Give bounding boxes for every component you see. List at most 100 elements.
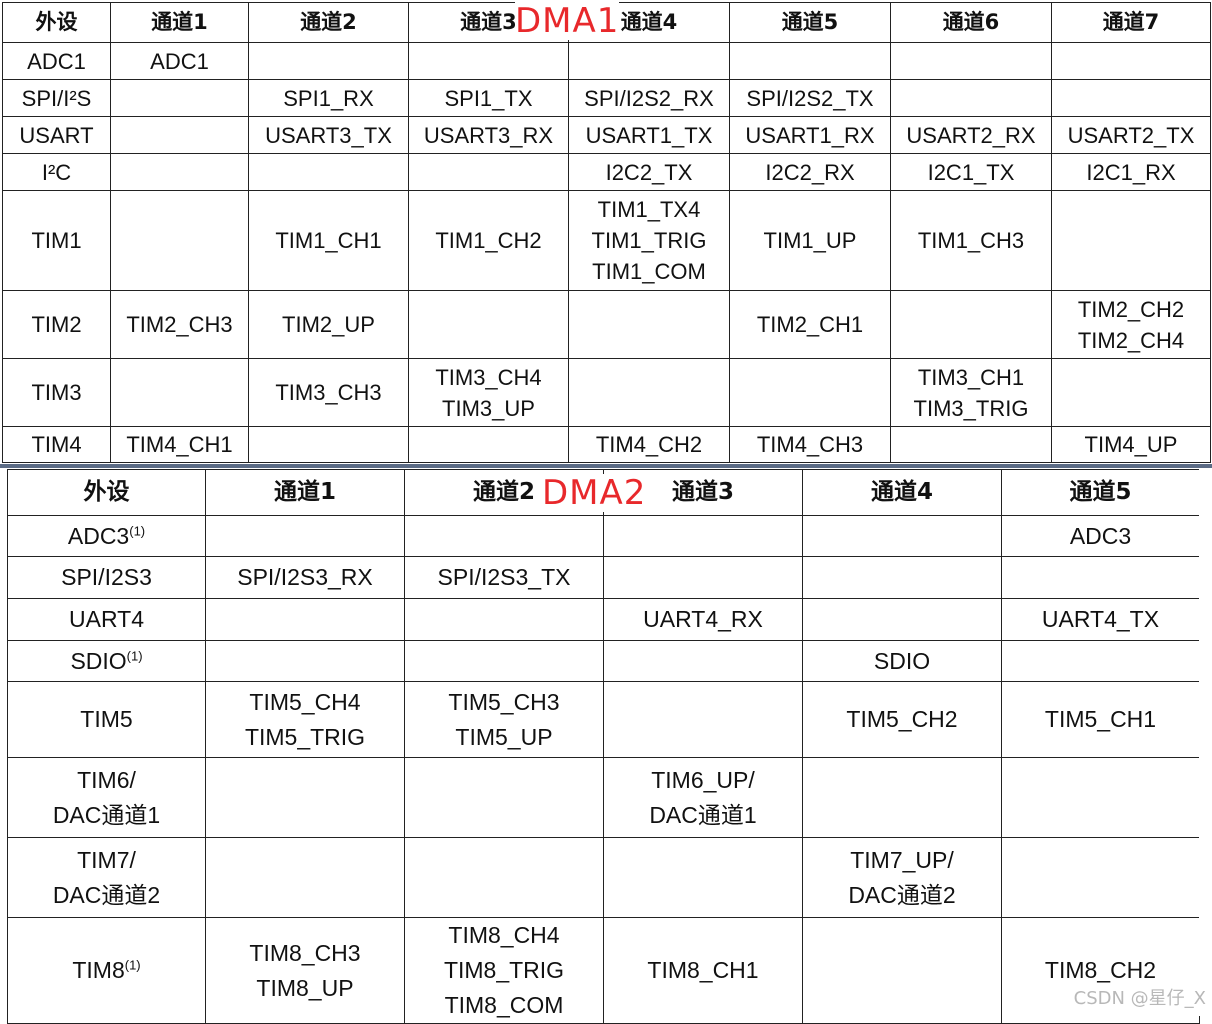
dma-request-label: TIM8_CH1 (647, 957, 759, 983)
dma-request-label: TIM5_CH3 (448, 688, 560, 715)
peripheral-cell: TIM1 (2, 190, 111, 291)
dma-request-label: SPI/I2S3_RX (237, 564, 373, 590)
channel-cell (890, 426, 1052, 463)
dma-request-label: TIM8_CH3 (249, 939, 361, 966)
channel-cell (110, 79, 249, 117)
channel-cell: TIM4_CH3 (729, 426, 891, 463)
footnote-marker: (1) (124, 957, 141, 973)
channel-cell (110, 190, 249, 291)
peripheral-cell: SPI/I²S (2, 79, 111, 117)
peripheral-cell: USART (2, 116, 111, 154)
channel-cell: ADC3 (1001, 515, 1200, 557)
channel-cell: TIM4_CH2 (568, 426, 730, 463)
channel-cell: TIM5_CH3 TIM5_UP (404, 681, 604, 758)
peripheral-name: TIM1 (31, 228, 82, 253)
dma-request-label: TIM3_CH3 (275, 380, 382, 405)
peripheral-name: SPI/I²S (21, 85, 92, 111)
channel-cell: TIM5_CH2 (802, 681, 1002, 758)
table-divider (0, 464, 1212, 468)
table-row: SPI/I2S3 SPI/I2S3_RX SPI/I2S3_TX (7, 556, 1200, 599)
channel-cell: UART4_TX (1001, 598, 1200, 641)
channel-cell (404, 837, 604, 918)
channel-cell (802, 556, 1002, 599)
channel-cell (890, 290, 1052, 359)
channel-cell (568, 290, 730, 359)
channel-cell (404, 757, 604, 838)
channel-cell: SDIO (802, 640, 1002, 682)
dma-request-label: TIM4_CH3 (756, 432, 864, 457)
channel-header-4: 通道4 (802, 469, 1002, 516)
channel-header-1: 通道1 (205, 469, 405, 516)
dma-request-label: TIM8_COM (444, 992, 564, 1018)
dma-request-label: TIM1_UP (763, 228, 857, 253)
channel-cell (603, 837, 803, 918)
channel-cell (404, 598, 604, 641)
channel-header-5: 通道5 (729, 2, 891, 43)
dma-request-label: ADC3 (1069, 522, 1132, 549)
channel-cell (802, 598, 1002, 641)
peripheral-cell: ADC3(1) (7, 515, 206, 557)
channel-cell: USART3_RX (408, 116, 569, 154)
table-row: TIM1 TIM1_CH1 TIM1_CH2 TIM1_TX4 TIM1_TRIG TIM… (2, 190, 1211, 291)
dma-request-label: TIM3_CH4 (435, 364, 542, 390)
peripheral-cell: UART4 (7, 598, 206, 641)
dma-request-label: UART4_TX (1041, 606, 1160, 632)
dma-request-label: TIM6_UP/ (651, 766, 755, 793)
channel-cell: TIM1_TX4 TIM1_TRIG TIM1_COM (568, 190, 730, 291)
channel-cell (248, 42, 409, 80)
channel-cell: SPI1_TX (408, 79, 569, 117)
dma-request-label: TIM8_TRIG (443, 957, 565, 983)
channel-cell (248, 153, 409, 191)
footnote-marker: (1) (129, 522, 146, 538)
table-row: I²C I2C2_TX I2C2_RX I2C1_TX I2C1_RX (2, 153, 1211, 191)
table-row: TIM4 TIM4_CH1 TIM4_CH2 TIM4_CH3 TIM4_UP (2, 426, 1211, 463)
channel-cell: TIM6_UP/DAC通道1 (603, 757, 803, 838)
dma-request-label: TIM4_UP (1084, 432, 1178, 457)
peripheral-header: 外设 (2, 2, 111, 43)
channel-cell: SPI/I2S2_TX (729, 79, 891, 117)
channel-cell (205, 598, 405, 641)
channel-cell: TIM8_CH3 TIM8_UP (205, 917, 405, 1024)
peripheral-cell: TIM7/DAC通道2 (7, 837, 206, 918)
channel-cell (408, 42, 569, 80)
table-row: TIM2 TIM2_CH3 TIM2_UP TIM2_CH1 TIM2_CH2 TIM2_… (2, 290, 1211, 359)
dma-request-label: ADC1 (150, 48, 209, 74)
channel-cell: TIM4_CH1 (110, 426, 249, 463)
dma-request-label: SPI/I2S3_TX (437, 564, 571, 590)
watermark: CSDN @星仔_X (1073, 988, 1206, 1009)
channel-cell: I2C2_TX (568, 153, 730, 191)
channel-cell: SPI/I2S2_RX (568, 79, 730, 117)
channel-cell (110, 153, 249, 191)
table-row: TIM7/DAC通道2 TIM7_UP/DAC通道2 (7, 837, 1200, 918)
dma-request-label: TIM3_UP (442, 395, 535, 421)
channel-cell (404, 515, 604, 557)
channel-cell (603, 556, 803, 599)
dma-request-label: TIM4_CH2 (595, 432, 703, 457)
channel-cell (408, 426, 569, 463)
channel-cell: ADC1 (110, 42, 249, 80)
dma-request-label: TIM3_CH1 (917, 364, 1025, 390)
channel-cell (408, 153, 569, 191)
channel-cell (205, 837, 405, 918)
dma-request-label: I2C2_TX (605, 159, 693, 185)
dma-request-label: TIM5_CH2 (846, 706, 958, 732)
channel-cell (205, 515, 405, 557)
dma-request-label: TIM2_CH4 (1077, 327, 1185, 353)
channel-header-5: 通道5 (1001, 469, 1200, 516)
channel-cell: TIM8_CH4 TIM8_TRIG TIM8_COM (404, 917, 604, 1024)
channel-cell (1051, 42, 1211, 80)
dma-request-label: TIM2_CH2 (1077, 296, 1185, 322)
peripheral-name: I²C (41, 159, 72, 185)
dma-request-label: UART4_RX (643, 606, 763, 632)
dma-request-label: TIM5_TRIG (244, 723, 366, 750)
peripheral-name: TIM2 (31, 312, 82, 337)
table-row: ADC1 ADC1 (2, 42, 1211, 80)
dma-request-label: USART1_RX (745, 122, 875, 148)
channel-cell: UART4_RX (603, 598, 803, 641)
dma-request-label: TIM3_TRIG (913, 395, 1029, 421)
channel-cell (205, 640, 405, 682)
peripheral-cell: TIM2 (2, 290, 111, 359)
channel-cell (110, 116, 249, 154)
table-row: ADC3(1) ADC3 (7, 515, 1200, 557)
dma-request-label: TIM5_CH4 (249, 688, 361, 715)
